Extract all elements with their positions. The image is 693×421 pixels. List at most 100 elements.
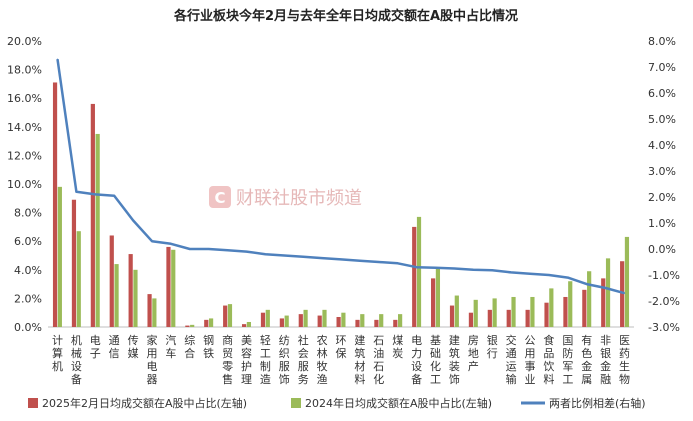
- bar-2024: [492, 298, 497, 327]
- legend-label-2025: 2025年2月日均成交额在A股中占比(左轴): [42, 396, 247, 410]
- diff-point: [56, 58, 59, 60]
- legend-label-diff: 两者比例相差(右轴): [549, 396, 646, 410]
- bar-2024: [568, 281, 573, 327]
- left-axis: 0.0% 2.0% 4.0% 6.0% 8.0% 10.0% 12.0% 14.0% 16.0%…: [7, 35, 42, 334]
- diff-point: [567, 277, 569, 279]
- category-label: 纺织服饰: [279, 333, 290, 386]
- diff-point: [359, 260, 361, 262]
- diff-point: [226, 249, 229, 251]
- category-label: 煤炭: [392, 334, 403, 360]
- category-label: 综合: [184, 333, 195, 360]
- diff-point: [548, 274, 550, 276]
- diff-point: [472, 269, 474, 271]
- bar-2025: [601, 278, 606, 327]
- diff-point: [397, 262, 399, 264]
- bar-2024: [454, 295, 459, 327]
- bar-2025: [298, 314, 303, 327]
- bar-2024: [549, 288, 554, 327]
- category-label: 钢铁: [203, 334, 214, 360]
- bar-2025: [468, 312, 474, 327]
- category-label: 银行: [487, 333, 498, 360]
- category-label: 机械设备: [71, 333, 82, 386]
- bar-2024: [114, 264, 119, 327]
- category-label: 食品饮料: [543, 333, 554, 386]
- line-series-group: [56, 58, 626, 295]
- bar-2024: [227, 304, 233, 327]
- right-tick-label: -3.0%: [648, 321, 680, 334]
- bar-2024: [511, 296, 516, 327]
- category-label: 医药生物: [619, 334, 630, 386]
- category-label: 家用电器: [146, 333, 157, 386]
- bar-2024: [341, 312, 346, 327]
- bar-2025: [90, 103, 95, 327]
- category-label: 社会服务: [298, 333, 309, 386]
- right-tick-label: 2.0%: [648, 191, 676, 204]
- diff-point: [94, 193, 96, 195]
- bar-2025: [71, 199, 77, 327]
- category-label: 计算机: [52, 334, 63, 373]
- watermark-text: 财联社股市频道: [236, 188, 362, 209]
- diff-point: [208, 248, 210, 250]
- category-label: 交通运输: [506, 333, 517, 386]
- diff-point: [491, 269, 493, 271]
- bar-2025: [525, 309, 530, 327]
- bar-2025: [374, 319, 379, 327]
- bar-2025: [241, 324, 247, 327]
- diff-point: [264, 253, 266, 255]
- category-labels: 计算机机械设备电子通信传媒家用电器汽车综合钢铁商贸零售美容护理轻工制造纺织服饰社…: [52, 333, 630, 386]
- diff-point: [586, 283, 588, 285]
- legend-label-2024: 2024年日均成交额在A股中占比(左轴): [305, 396, 492, 410]
- bar-2025: [544, 302, 549, 327]
- left-tick-label: 14.0%: [7, 121, 42, 134]
- diff-point: [151, 240, 153, 242]
- legend-swatch-2025: [28, 398, 38, 408]
- bar-2024: [284, 315, 289, 327]
- bar-2024: [473, 299, 478, 327]
- category-label: 建筑材料: [354, 333, 365, 386]
- category-label: 美容护理: [241, 334, 252, 386]
- left-tick-label: 18.0%: [7, 64, 42, 77]
- bar-2025: [393, 319, 398, 327]
- left-tick-label: 16.0%: [7, 92, 42, 105]
- diff-point: [510, 271, 512, 273]
- watermark: C 财联社股市频道: [209, 186, 362, 209]
- diff-point: [245, 251, 248, 253]
- category-label: 有色金属: [581, 333, 592, 386]
- bar-2024: [133, 269, 138, 327]
- legend-swatch-2024: [291, 398, 301, 408]
- diff-point: [75, 191, 77, 193]
- category-label: 农林牧渔: [317, 333, 328, 386]
- bar-2025: [260, 312, 266, 327]
- category-label: 公用事业: [525, 334, 536, 386]
- right-tick-label: 6.0%: [648, 87, 676, 100]
- diff-point: [434, 267, 437, 269]
- bar-2025: [52, 82, 58, 327]
- bar-2024: [208, 318, 214, 327]
- bar-2024: [76, 231, 81, 327]
- diff-point: [189, 248, 191, 250]
- category-label: 非银金融: [600, 334, 611, 386]
- right-tick-label: 8.0%: [648, 35, 676, 48]
- right-tick-label: 0.0%: [648, 243, 676, 256]
- left-tick-label: 4.0%: [14, 264, 42, 277]
- bar-2025: [582, 289, 587, 327]
- bar-2024: [57, 186, 62, 327]
- diff-point: [529, 273, 531, 275]
- category-label: 建筑装饰: [449, 333, 460, 386]
- bar-2025: [487, 309, 492, 327]
- bar-2025: [166, 246, 171, 327]
- diff-point: [302, 256, 304, 258]
- diff-point: [378, 261, 380, 263]
- bar-2025: [449, 305, 455, 327]
- diff-point: [321, 257, 323, 259]
- right-tick-label: 3.0%: [648, 165, 676, 178]
- bar-2024: [624, 236, 630, 327]
- bar-2024: [360, 314, 365, 327]
- left-tick-label: 0.0%: [14, 321, 42, 334]
- bar-2024: [303, 309, 308, 327]
- left-tick-label: 2.0%: [14, 292, 42, 305]
- diff-point: [170, 243, 172, 245]
- legend: 2025年2月日均成交额在A股中占比(左轴) 2024年日均成交额在A股中占比(…: [28, 396, 646, 410]
- right-tick-label: 1.0%: [648, 217, 676, 230]
